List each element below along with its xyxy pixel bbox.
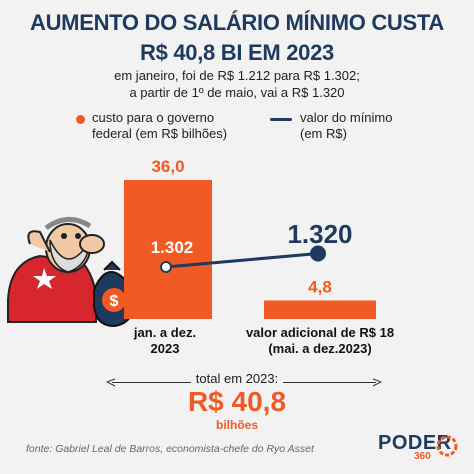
caricature-illustration: $ (7, 217, 136, 328)
category-label-2: valor adicional de R$ 18 (mai. a dez.202… (230, 325, 410, 357)
category-label-2-line1: valor adicional de R$ 18 (245, 325, 395, 340)
total-value: R$ 40,8 (187, 386, 287, 417)
chart-title-line2: R$ 40,8 BI EM 2023 (140, 40, 334, 65)
svg-text:$: $ (110, 293, 119, 310)
cost-bar-1-label: 36,0 (151, 157, 184, 176)
category-label-1-line2: 2023 (150, 341, 180, 356)
wage-series-line (165, 252, 319, 269)
cost-bar-1 (124, 180, 212, 319)
cost-bar-2 (264, 300, 376, 319)
category-label-1: jan. a dez. 2023 (95, 325, 235, 357)
total-arrow-right-icon (372, 378, 382, 387)
wage-point-2-label: 1.320 (287, 219, 352, 249)
total-unit: bilhões (215, 418, 258, 432)
category-label-2-line2: (mai. a dez.2023) (268, 341, 372, 356)
source-note: fonte: Gabriel Leal de Barros, economist… (26, 443, 314, 455)
category-label-1-line1: jan. a dez. (133, 325, 197, 340)
legend-wage-marker (270, 118, 292, 121)
chart-title-line1: AUMENTO DO SALÁRIO MÍNIMO CUSTA (30, 10, 444, 35)
poder360-logo: PODER (378, 432, 452, 454)
legend-cost-line2: federal (em R$ bilhões) (92, 126, 228, 141)
wage-point-1-label: 1.302 (151, 238, 194, 257)
wage-point-2 (310, 245, 326, 262)
legend-cost-line1: custo para o governo (92, 110, 215, 125)
legend-wage-label: valor do mínimo (em R$) (300, 110, 392, 142)
subtitle-line1: em janeiro, foi de R$ 1.212 para R$ 1.30… (114, 68, 360, 83)
legend-wage-line2: (em R$) (300, 126, 347, 141)
total-label: total em 2023: (0, 371, 474, 386)
total-label-text: total em 2023: (190, 371, 284, 386)
subtitle-line2: a partir de 1º de maio, vai a R$ 1.320 (129, 85, 345, 100)
total-arrow-left-icon (106, 378, 116, 387)
legend-cost-marker (76, 115, 85, 124)
legend-cost-label: custo para o governo federal (em R$ bilh… (92, 110, 227, 142)
legend-wage-line1: valor do mínimo (300, 110, 393, 125)
poder360-logo-mark-icon (436, 435, 458, 457)
poder360-logo-sub: 360 (414, 451, 431, 462)
wage-point-1 (160, 261, 172, 273)
cost-bar-2-label: 4,8 (308, 277, 332, 296)
